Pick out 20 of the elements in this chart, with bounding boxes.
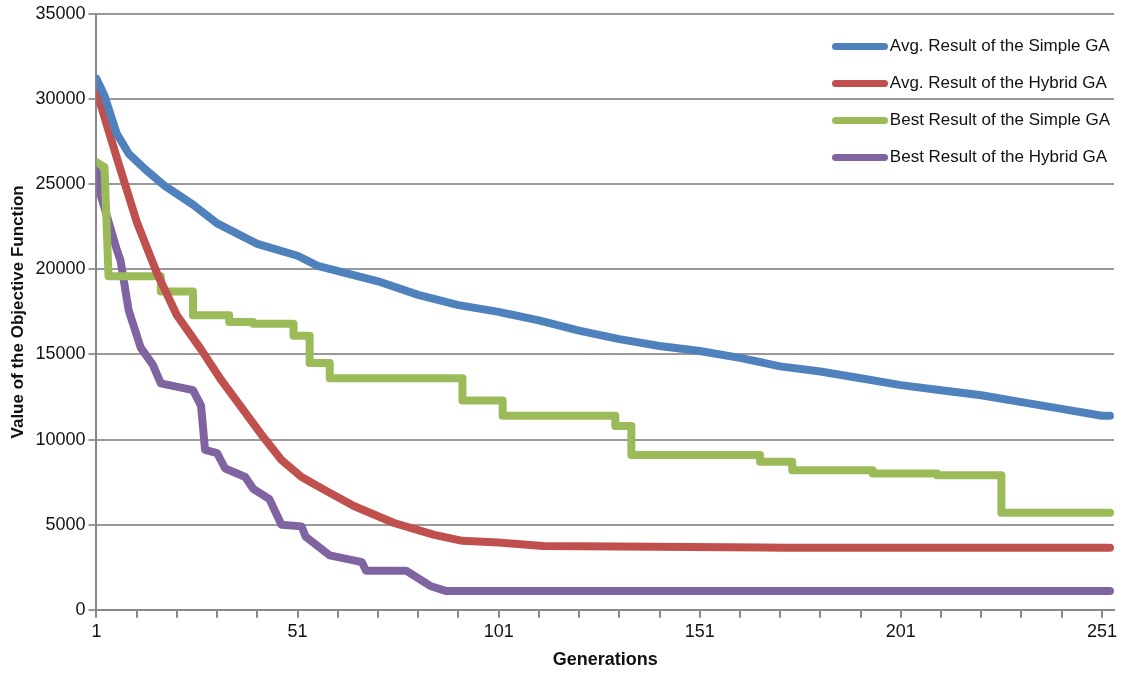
legend-label: Avg. Result of the Simple GA — [889, 36, 1110, 56]
x-tick-label: 151 — [684, 620, 715, 641]
x-tick-label: 101 — [483, 620, 514, 641]
y-tick-label: 0 — [75, 598, 86, 619]
y-tick-label: 5000 — [45, 513, 86, 534]
legend-label: Avg. Result of the Hybrid GA — [889, 73, 1107, 93]
x-tick-label: 251 — [1086, 620, 1117, 641]
y-tick-label: 15000 — [35, 343, 86, 364]
legend-label: Best Result of the Hybrid GA — [889, 147, 1108, 167]
y-tick-label: 35000 — [35, 2, 86, 23]
y-axis-title: Value of the Objective Function — [7, 185, 27, 439]
x-tick-label: 51 — [287, 620, 308, 641]
legend-label: Best Result of the Simple GA — [889, 110, 1110, 130]
x-tick-label: 201 — [885, 620, 916, 641]
x-tick-label: 1 — [91, 620, 102, 641]
x-axis-title: Generations — [552, 649, 658, 670]
y-tick-label: 20000 — [35, 258, 86, 279]
y-tick-label: 10000 — [35, 428, 86, 449]
y-tick-label: 25000 — [35, 173, 86, 194]
y-tick-label: 30000 — [35, 88, 86, 109]
